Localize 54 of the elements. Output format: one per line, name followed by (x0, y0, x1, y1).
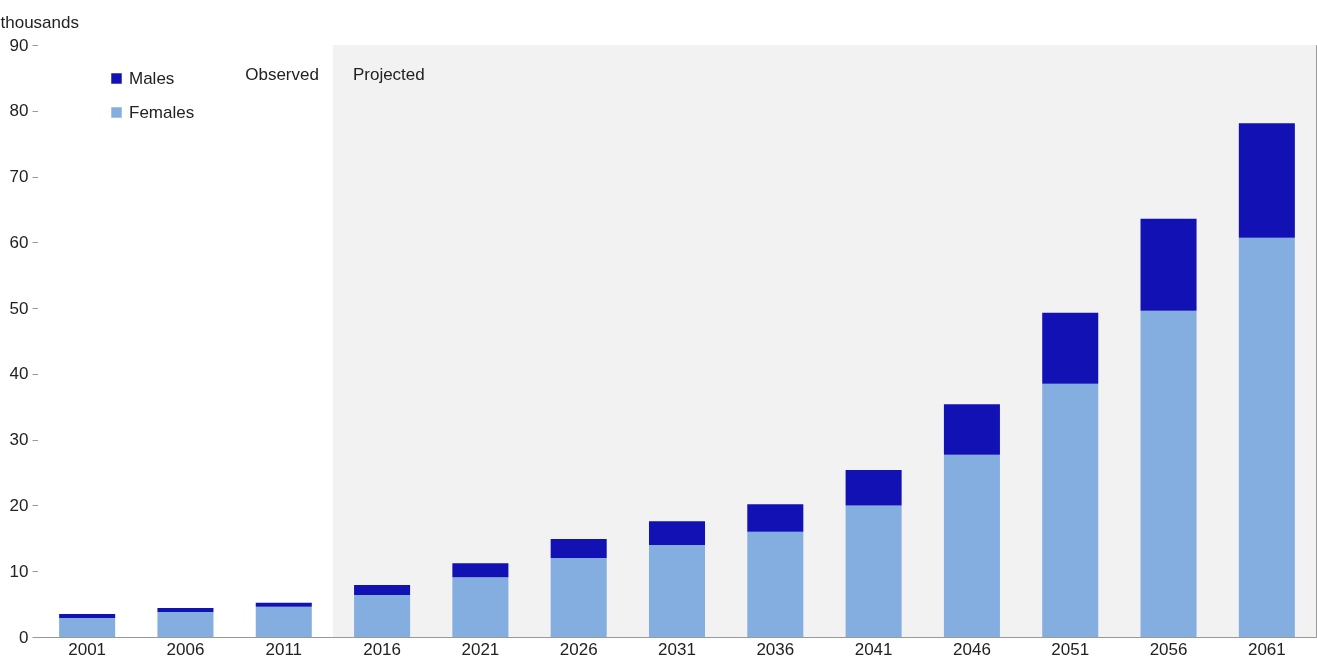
y-tick-label: 20 (9, 495, 29, 515)
y-tick-label: 40 (9, 364, 29, 384)
y-tick-label: 0 (19, 627, 29, 647)
y-tick-label: 30 (9, 430, 29, 450)
x-tick-label: 2061 (1247, 639, 1286, 659)
bar (255, 606, 312, 637)
legend-label: Females (129, 102, 195, 122)
bar (157, 608, 214, 612)
x-tick-label: 2016 (363, 639, 401, 659)
x-tick-label: 2011 (265, 639, 303, 659)
x-tick-label: 2056 (1149, 639, 1188, 659)
bar (255, 602, 312, 607)
bar (747, 531, 804, 637)
y-tick-label: 90 (9, 35, 29, 55)
y-tick-label: 10 (9, 561, 29, 581)
bar (59, 617, 116, 637)
y-tick-label: 80 (9, 101, 29, 121)
bar (1140, 310, 1197, 637)
band-label: Observed (245, 65, 319, 84)
y-axis-title: thousands (0, 12, 79, 32)
bar (550, 558, 607, 637)
bar (354, 585, 411, 595)
bar (550, 538, 607, 559)
x-tick-label: 2036 (756, 639, 795, 659)
bar (354, 594, 411, 637)
band-label: Projected (352, 65, 425, 84)
bar (452, 563, 509, 578)
bar (648, 521, 706, 545)
y-tick-label: 60 (9, 232, 29, 252)
x-tick-label: 2001 (68, 639, 107, 659)
x-tick-label: 2046 (953, 639, 991, 659)
bar (59, 613, 116, 618)
bar (845, 469, 902, 506)
y-tick-label: 70 (9, 167, 29, 187)
bar (1238, 237, 1295, 637)
bar (157, 612, 214, 637)
bar (1042, 312, 1099, 384)
x-tick-label: 2021 (461, 639, 500, 659)
x-tick-label: 2041 (854, 639, 893, 659)
y-tick-label: 50 (9, 298, 29, 318)
x-tick-label: 2031 (658, 639, 696, 659)
bar (943, 404, 1000, 455)
x-tick-label: 2026 (559, 639, 598, 659)
bar (1140, 218, 1197, 311)
bar (1042, 383, 1099, 637)
bar (1238, 123, 1295, 238)
legend-label: Males (129, 68, 175, 88)
bar (747, 504, 804, 532)
bar (845, 505, 902, 637)
x-tick-label: 2051 (1051, 639, 1090, 659)
bar (943, 454, 1000, 637)
bar (648, 544, 706, 637)
x-tick-label: 2006 (166, 639, 205, 659)
bar (452, 577, 509, 637)
